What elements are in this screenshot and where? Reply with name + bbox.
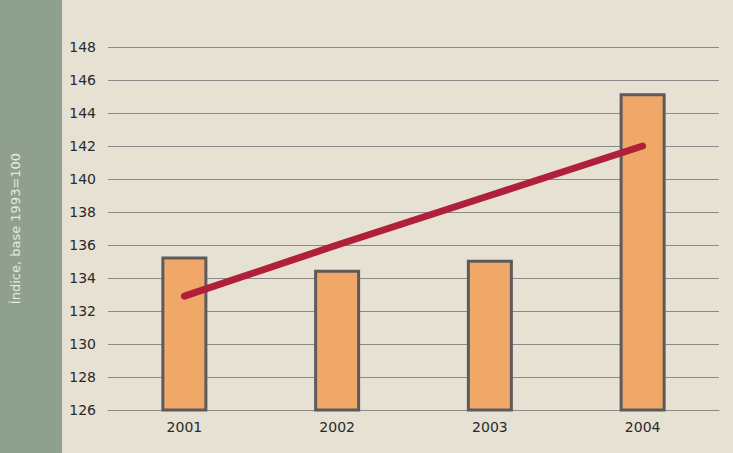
svg-text:128: 128 [69, 369, 96, 385]
svg-text:2001: 2001 [167, 419, 203, 435]
svg-text:134: 134 [69, 270, 96, 286]
svg-text:138: 138 [69, 204, 96, 220]
svg-text:144: 144 [69, 105, 96, 121]
svg-text:136: 136 [69, 237, 96, 253]
svg-text:146: 146 [69, 72, 96, 88]
svg-text:Índice, base 1993=100: Índice, base 1993=100 [8, 153, 23, 304]
svg-text:2002: 2002 [319, 419, 355, 435]
svg-text:140: 140 [69, 171, 96, 187]
svg-text:2003: 2003 [472, 419, 508, 435]
svg-text:126: 126 [69, 402, 96, 418]
svg-text:148: 148 [69, 39, 96, 55]
svg-text:132: 132 [69, 303, 96, 319]
svg-text:2004: 2004 [625, 419, 661, 435]
svg-text:142: 142 [69, 138, 96, 154]
svg-text:130: 130 [69, 336, 96, 352]
